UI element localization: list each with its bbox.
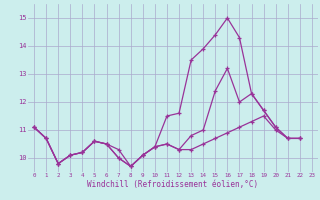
X-axis label: Windchill (Refroidissement éolien,°C): Windchill (Refroidissement éolien,°C)	[87, 180, 259, 189]
